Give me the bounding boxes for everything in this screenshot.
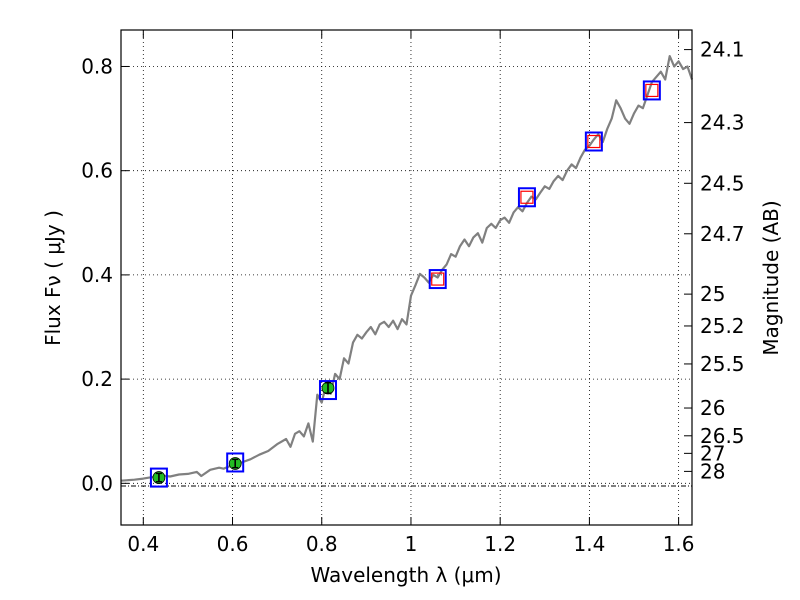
y-tick-label: 0.6 <box>81 159 113 183</box>
y-tick-label: 0.4 <box>81 263 113 287</box>
x-tick-label: 0.6 <box>217 532 249 556</box>
magnitude-tick-label: 24.1 <box>700 38 745 62</box>
magnitude-tick-label: 25.5 <box>700 352 745 376</box>
magnitude-tick-label: 25.2 <box>700 314 745 338</box>
magnitude-tick-label: 28 <box>700 459 725 483</box>
x-tick-label: 1.2 <box>484 532 516 556</box>
model-photometry-box-blue <box>318 380 337 401</box>
x-tick-label: 1 <box>405 532 418 556</box>
model-photometry-box-red <box>520 190 534 204</box>
y-tick-label: 0.8 <box>81 54 113 78</box>
magnitude-tick-label: 25 <box>700 282 725 306</box>
axis-ticks: 0.4 0.6 0.8 1 1.2 1.4 1.6 0.0 0.2 0.4 0.6 0.8 24.1 24… <box>81 30 745 556</box>
model-photometry-box-blue <box>226 452 245 473</box>
model-photometry-box-blue <box>584 131 603 152</box>
model-photometry-box-red <box>431 272 445 286</box>
x-tick-label: 1.4 <box>573 532 605 556</box>
x-tick-label: 0.4 <box>127 532 159 556</box>
series <box>120 54 694 488</box>
model-photometry-box-blue <box>642 80 661 101</box>
model-photometry-box-red <box>587 134 601 149</box>
model-photometry-box-red <box>645 83 659 98</box>
model-photometry-box-blue <box>517 187 536 208</box>
x-tick-label: 1.6 <box>663 532 695 556</box>
y-axis-label-flux: Flux Fν ( μJy ) <box>41 210 65 346</box>
magnitude-tick-label: 26.5 <box>700 424 745 448</box>
y-tick-label: 0.0 <box>81 471 113 495</box>
model-photometry-box-blue <box>149 467 168 488</box>
y-axis-label-magnitude: Magnitude (AB) <box>759 200 783 355</box>
y-tick-label: 0.2 <box>81 367 113 391</box>
magnitude-tick-label: 24.7 <box>700 222 745 246</box>
plot-frame <box>120 29 693 526</box>
x-axis-label: Wavelength λ (μm) <box>310 563 501 587</box>
x-tick-label: 0.8 <box>306 532 338 556</box>
magnitude-tick-label: 27 <box>700 441 725 465</box>
spectrum-line <box>120 54 694 482</box>
magnitude-tick-label: 24.5 <box>700 171 745 195</box>
magnitude-tick-label: 26 <box>700 396 725 420</box>
magnitude-tick-label: 24.3 <box>700 111 745 135</box>
model-photometry-box-blue <box>428 269 447 290</box>
gridlines <box>121 30 692 525</box>
